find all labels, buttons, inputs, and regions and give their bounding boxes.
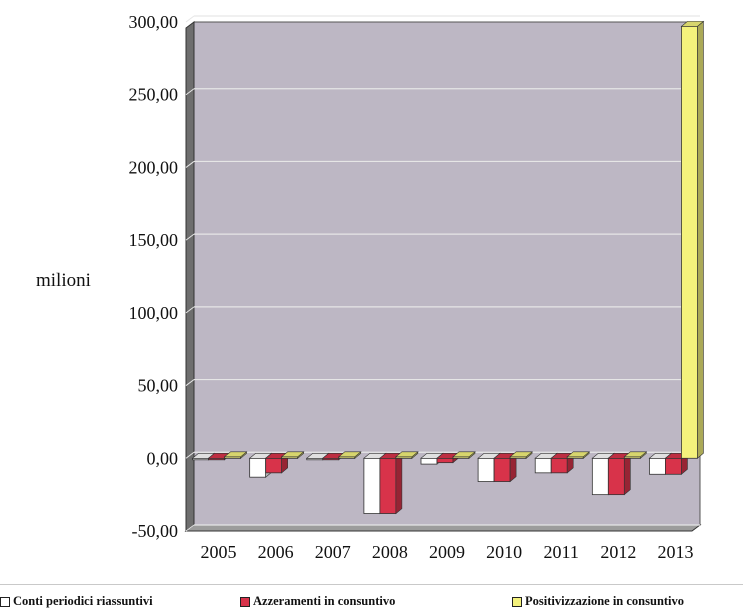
y-tick-label: 0,00 [147,448,179,468]
back-wall [193,21,701,526]
x-tick-label: 2007 [315,542,351,562]
x-tick-label: 2006 [258,542,294,562]
x-tick-label: 2010 [486,542,522,562]
y-tick-label: 200,00 [129,157,179,177]
bar-2012-2 [607,452,632,496]
floor [184,524,702,532]
bar-2011-3 [566,451,591,459]
gridline-side [185,524,195,532]
bar-2010-3 [509,451,533,459]
legend-label-azzeramenti: Azzeramenti in consuntivo [253,594,396,608]
legend-item-azzeramenti: Azzeramenti in consuntivo [240,594,395,609]
bar-2009-3 [452,451,476,459]
x-tick-label: 2012 [600,542,636,562]
legend-item-positivizzazione: Positivizzazione in consuntivo [512,594,684,609]
bar-2012-3 [623,451,648,459]
legend-label-positivizzazione: Positivizzazione in consuntivo [525,594,685,608]
x-tick-label: 2005 [201,542,237,562]
gridlines [185,15,700,532]
x-tick-labels: 2005 2006 2007 2008 2009 2010 2011 2012 2013 [201,542,694,562]
y-tick-label: -50,00 [132,521,179,541]
x-tick-label: 2011 [544,542,579,562]
bar-2008-2 [379,452,403,515]
legend-label-conti: Conti periodici riassuntivi [13,594,153,608]
gridline-side [185,161,195,168]
gridline-side [185,451,195,459]
gridline-side [185,233,195,241]
bar-chart: -50,00 0,00 50,00 100,00 150,00 200,00 250,00 3… [36,12,705,562]
y-tick-label: 150,00 [129,230,179,250]
y-tick-label: 100,00 [129,303,179,323]
gridline-side [185,379,195,386]
legend-item-conti: Conti periodici riassuntivi [0,594,153,609]
x-tick-label: 2013 [657,542,693,562]
bar-2007-3 [337,451,362,459]
gridline-side [185,306,195,314]
gridline-side [185,15,195,23]
bar-2005-3 [223,451,248,459]
chart-walls [184,21,702,532]
x-tick-label: 2009 [429,542,465,562]
legend-swatch-azzeramenti [240,596,250,607]
legend-swatch-conti [0,596,10,607]
gridline-side [185,88,195,96]
legend-swatch-positivizzazione [512,596,522,607]
bar-2008-3 [395,451,419,459]
bar-2013-3 [680,20,705,459]
y-tick-labels: -50,00 0,00 50,00 100,00 150,00 200,00 250,00 3… [129,12,179,541]
y-tick-label: 300,00 [129,12,179,32]
bar-2006-3 [280,451,305,459]
x-tick-label: 2008 [372,542,408,562]
bar-2010-2 [493,452,517,483]
y-tick-label: 50,00 [138,376,179,396]
bars [191,20,705,515]
legend: Conti periodici riassuntivi Azzeramenti … [0,584,743,615]
side-wall [185,21,195,532]
y-axis-label: milioni [36,270,91,291]
y-tick-label: 250,00 [129,85,179,105]
